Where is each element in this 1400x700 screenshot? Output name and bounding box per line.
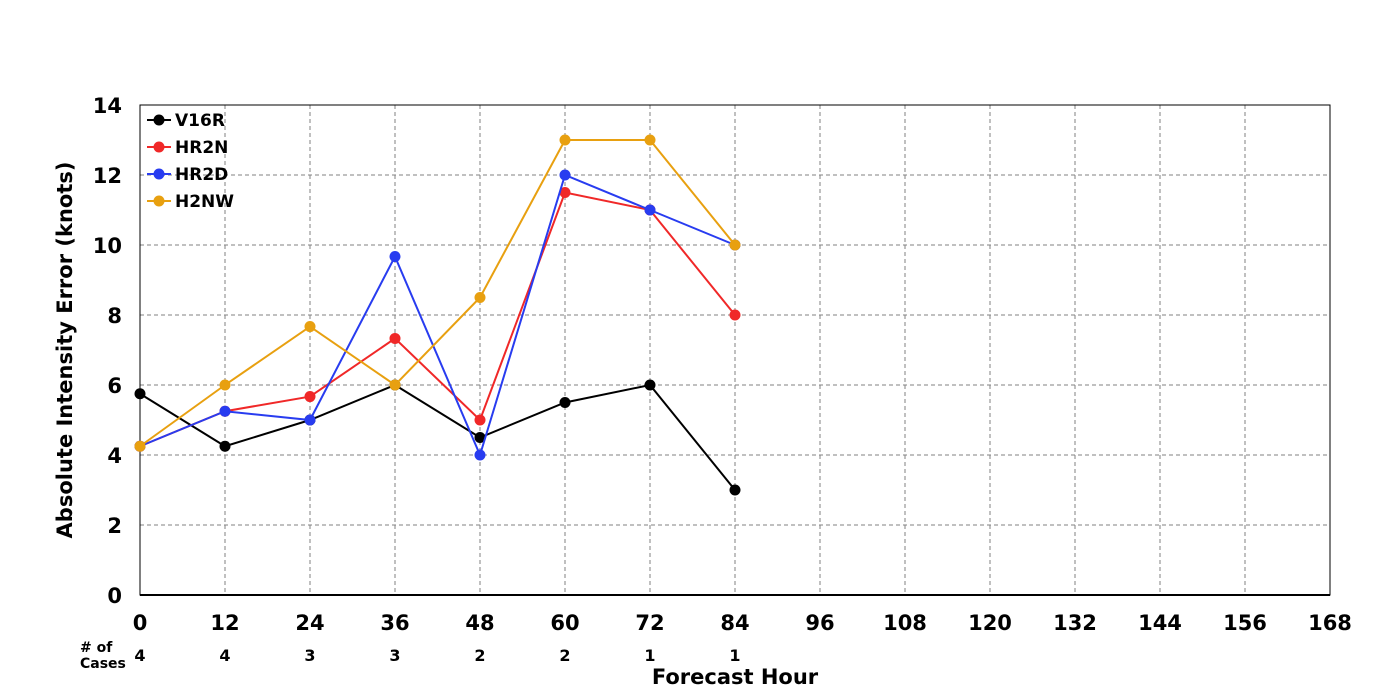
legend-swatch-marker: [153, 195, 165, 207]
legend-swatch-marker: [153, 168, 165, 180]
legend-item-hr2n: HR2N: [147, 138, 228, 158]
x-tick-label: 84: [720, 611, 749, 635]
data-point: [474, 414, 486, 426]
series-line: [139, 191, 736, 448]
data-point: [729, 484, 741, 496]
legend-item-hr2d: HR2D: [147, 165, 228, 185]
series-h2nw: [134, 134, 741, 452]
series-line: [139, 173, 736, 458]
case-count: 1: [729, 646, 740, 665]
x-tick-label: 0: [133, 611, 148, 635]
data-point: [134, 388, 146, 400]
legend-item-h2nw: H2NW: [147, 192, 234, 212]
data-point: [304, 414, 316, 426]
data-point: [304, 321, 316, 333]
x-tick-label: 132: [1053, 611, 1097, 635]
x-tick-label: 36: [380, 611, 409, 635]
case-count: 3: [304, 646, 315, 665]
y-tick-label: 2: [107, 514, 122, 538]
legend: V16R HR2N HR2D H2NW: [147, 111, 234, 212]
data-point: [304, 391, 316, 403]
data-point: [134, 440, 146, 452]
legend-item-v16r: V16R: [147, 111, 225, 131]
data-point: [389, 251, 401, 263]
legend-label: H2NW: [175, 192, 234, 212]
data-point: [559, 134, 571, 146]
case-count: 4: [134, 646, 145, 665]
data-point: [389, 379, 401, 391]
y-tick-label: 10: [93, 234, 122, 258]
data-point: [729, 239, 741, 251]
case-count: 3: [389, 646, 400, 665]
case-count: 2: [474, 646, 485, 665]
y-tick-label: 14: [93, 94, 122, 118]
data-point: [559, 187, 571, 198]
cases-label-line2: Cases: [80, 656, 126, 672]
data-point: [474, 292, 486, 303]
legend-swatch-marker: [153, 141, 165, 153]
case-count: 1: [644, 646, 655, 665]
x-tick-label: 120: [968, 611, 1012, 635]
data-point: [219, 440, 231, 452]
data-point: [644, 379, 656, 391]
data-point: [474, 432, 486, 443]
data-point: [729, 309, 741, 321]
x-tick-label: 144: [1138, 611, 1182, 635]
data-point: [644, 134, 656, 146]
data-point: [559, 169, 571, 181]
x-tick-label: 108: [883, 611, 927, 635]
y-tick-label: 4: [107, 444, 122, 468]
series-line: [139, 383, 736, 491]
cases-row: # of Cases 4 4 3 3 2 2 1 1: [80, 640, 741, 672]
data-point: [389, 332, 401, 344]
plot-frame: [139, 104, 1331, 596]
y-tick-labels: 0 2 4 6 8 10 12 14: [93, 94, 122, 608]
grid-lines: [140, 105, 1330, 596]
x-tick-label: 60: [550, 611, 579, 635]
y-axis-title: Absolute Intensity Error (knots): [53, 162, 77, 539]
x-tick-label: 156: [1223, 611, 1267, 635]
data-point: [219, 405, 231, 417]
x-tick-label: 96: [805, 611, 834, 635]
data-point: [559, 397, 571, 408]
x-tick-label: 72: [635, 611, 664, 635]
x-tick-label: 48: [465, 611, 494, 635]
x-tick-label: 24: [295, 611, 324, 635]
y-tick-label: 12: [93, 164, 122, 188]
legend-label: HR2D: [175, 165, 228, 185]
y-tick-label: 6: [107, 374, 122, 398]
legend-label: HR2N: [175, 138, 228, 158]
legend-label: V16R: [175, 111, 225, 131]
cases-label-line1: # of: [80, 640, 113, 656]
case-count: 4: [219, 646, 230, 665]
y-tick-label: 0: [107, 584, 122, 608]
x-tick-label: 168: [1308, 611, 1352, 635]
legend-swatch-marker: [153, 114, 165, 126]
case-count: 2: [559, 646, 570, 665]
x-tick-label: 12: [210, 611, 239, 635]
data-point: [219, 379, 231, 391]
series-layer: [134, 134, 741, 496]
data-point: [474, 449, 486, 461]
x-tick-labels: 0 12 24 36 48 60 72 84 96 108 120 132 144 156 168: [133, 611, 1352, 635]
data-point: [644, 204, 656, 216]
y-tick-label: 8: [107, 304, 122, 328]
series-line: [139, 139, 736, 448]
x-axis-title: Forecast Hour: [652, 665, 819, 689]
